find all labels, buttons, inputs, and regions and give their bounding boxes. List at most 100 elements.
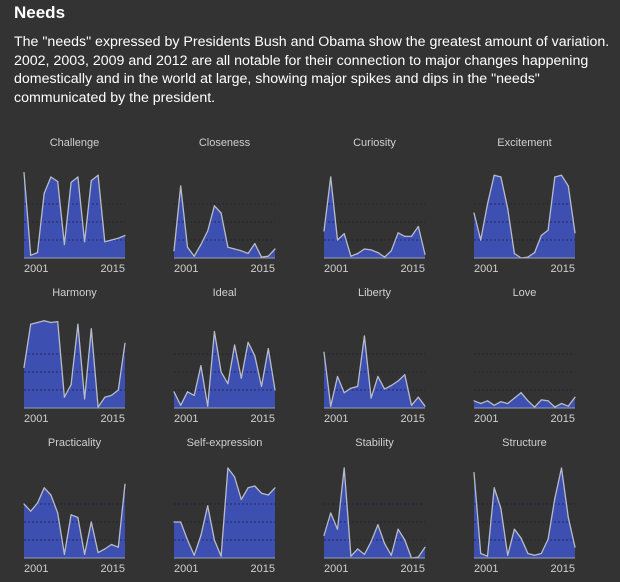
- data-point: [220, 212, 222, 214]
- data-point: [330, 405, 332, 407]
- small-multiple-self-expression: Self-expression 2001 2015: [173, 437, 276, 575]
- data-point: [213, 539, 215, 541]
- data-point: [390, 384, 392, 387]
- data-point: [513, 528, 516, 530]
- data-point: [424, 253, 426, 255]
- data-point: [554, 176, 556, 178]
- data-point: [240, 377, 242, 379]
- data-point: [377, 524, 379, 526]
- area-fill: [474, 392, 575, 408]
- data-point: [110, 543, 113, 546]
- data-point: [377, 375, 379, 378]
- data-point: [390, 554, 392, 556]
- data-point: [77, 516, 79, 519]
- x-tick-label: 2001: [174, 263, 198, 275]
- data-point: [234, 476, 236, 478]
- data-point: [404, 374, 406, 376]
- data-point: [404, 539, 406, 541]
- x-tick-label: 2001: [474, 413, 498, 425]
- data-point: [180, 404, 182, 406]
- data-point: [520, 392, 522, 394]
- data-point: [500, 507, 502, 510]
- data-point: [336, 528, 339, 530]
- small-multiple-liberty: Liberty 2001 2015: [323, 287, 426, 425]
- data-point: [473, 212, 475, 214]
- chart-title: Curiosity: [353, 137, 396, 149]
- data-point: [173, 521, 175, 523]
- data-point: [247, 487, 249, 489]
- series-line: [173, 185, 276, 258]
- data-point: [200, 365, 202, 367]
- data-point: [173, 250, 175, 252]
- data-point: [23, 503, 25, 505]
- data-point: [410, 404, 413, 406]
- data-point: [213, 205, 215, 207]
- data-point: [417, 225, 419, 228]
- data-point: [574, 396, 576, 398]
- x-tick-label: 2015: [251, 563, 275, 575]
- x-tick-label: 2015: [101, 563, 125, 575]
- data-point: [500, 176, 502, 178]
- data-point: [417, 396, 419, 398]
- page-title: Needs: [14, 3, 66, 22]
- data-point: [527, 552, 529, 555]
- x-tick-label: 2001: [24, 413, 48, 425]
- data-point: [110, 239, 113, 241]
- data-point: [384, 388, 386, 390]
- data-point: [513, 252, 516, 255]
- data-point: [117, 237, 119, 239]
- data-point: [480, 239, 482, 241]
- data-point: [574, 232, 576, 234]
- data-point: [117, 546, 119, 548]
- small-multiple-practicality: Practicality 2001 2015: [23, 437, 126, 575]
- small-multiple-structure: Structure 2001 2015: [473, 437, 576, 575]
- data-point: [260, 256, 263, 258]
- data-point: [63, 553, 65, 556]
- data-point: [554, 406, 556, 408]
- data-point: [534, 406, 536, 408]
- data-point: [30, 510, 32, 512]
- data-point: [247, 252, 249, 255]
- data-point: [63, 396, 65, 398]
- data-point: [104, 548, 106, 550]
- x-tick-label: 2015: [401, 263, 425, 275]
- x-tick-label: 2015: [551, 263, 575, 275]
- chart-title: Love: [513, 287, 537, 299]
- data-point: [186, 539, 189, 541]
- data-point: [397, 232, 399, 234]
- data-point: [193, 394, 195, 396]
- x-tick-label: 2015: [401, 413, 425, 425]
- data-point: [343, 392, 345, 394]
- small-multiple-closeness: Closeness 2001 2015: [173, 137, 276, 275]
- data-point: [370, 541, 372, 543]
- data-point: [507, 554, 509, 556]
- data-point: [540, 399, 542, 401]
- data-point: [240, 250, 242, 252]
- chart-title: Ideal: [213, 287, 237, 299]
- data-point: [90, 180, 92, 182]
- data-point: [507, 402, 509, 405]
- data-point: [567, 405, 569, 407]
- data-point: [90, 521, 92, 523]
- data-point: [540, 234, 542, 237]
- data-point: [377, 252, 379, 254]
- data-point: [567, 185, 569, 187]
- data-point: [493, 174, 495, 176]
- data-point: [390, 250, 392, 252]
- data-point: [493, 404, 495, 406]
- x-tick-label: 2001: [24, 263, 48, 275]
- data-point: [70, 384, 72, 386]
- data-point: [493, 487, 495, 489]
- data-point: [513, 397, 516, 399]
- data-point: [36, 321, 39, 324]
- data-point: [77, 323, 79, 325]
- area-fill: [474, 468, 575, 558]
- data-point: [173, 391, 175, 393]
- data-point: [567, 516, 569, 519]
- x-tick-label: 2001: [24, 563, 48, 575]
- series-line: [23, 320, 126, 408]
- series-line: [23, 172, 126, 256]
- data-point: [84, 553, 86, 556]
- data-point: [323, 230, 325, 232]
